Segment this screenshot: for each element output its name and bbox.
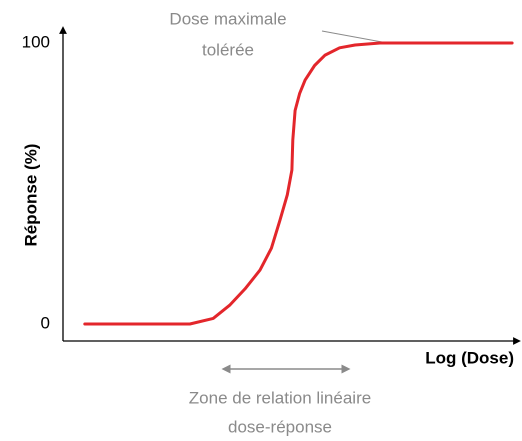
annotation: Zone de relation linéaire: [189, 388, 371, 407]
annotation: dose-réponse: [228, 417, 332, 436]
y-axis-label: Réponse (%): [21, 144, 40, 247]
annotation-leader: [321, 30, 383, 43]
annotation: Dose maximale: [169, 9, 286, 28]
x-axis-label: Log (Dose): [425, 348, 514, 367]
y-tick-label: 100: [22, 33, 50, 52]
line-series: [83, 41, 514, 326]
annotation: tolérée: [202, 40, 254, 59]
y-tick-label: 0: [41, 314, 50, 333]
